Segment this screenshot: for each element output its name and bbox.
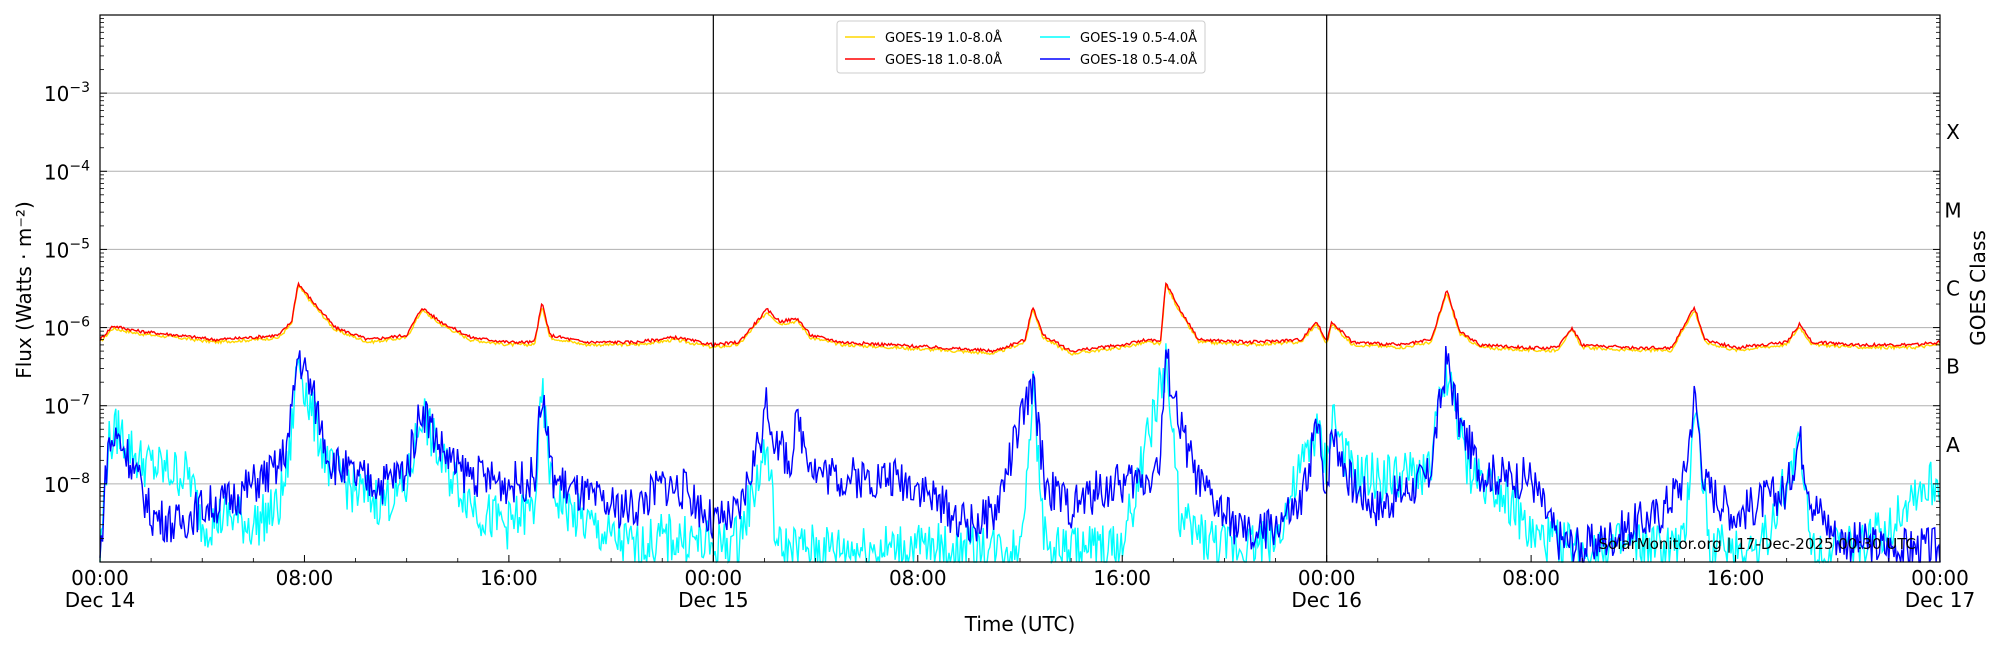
series-line [99,345,1941,563]
series-line [99,281,1941,354]
y-axis-label: Flux (Watts · m⁻²) [12,201,36,379]
legend-entry: GOES-18 1.0-8.0Å [885,52,1002,68]
goes-class-label: X [1946,120,1960,144]
x-tick-time: 08:00 [1502,566,1560,590]
legend-entry: GOES-19 0.5-4.0Å [1080,30,1197,46]
legend-entry: GOES-18 0.5-4.0Å [1080,52,1197,68]
right-axis-label: GOES Class [1966,230,1990,346]
y-tick-exponent: −8 [69,471,90,487]
y-tick-base: 10 [44,317,69,341]
goes-class-label: C [1946,277,1960,301]
y-tick-base: 10 [44,160,69,184]
goes-class-label: B [1946,355,1960,379]
x-tick-date: Dec 16 [1291,588,1362,612]
x-tick-time: 00:00 [1298,566,1356,590]
y-tick-base: 10 [44,473,69,497]
series-line [99,283,1941,356]
y-tick-exponent: −4 [69,158,90,174]
y-tick-exponent: −5 [69,236,90,252]
x-tick-time: 08:00 [276,566,334,590]
x-tick-time: 16:00 [1707,566,1765,590]
legend: GOES-19 1.0-8.0Å GOES-18 1.0-8.0Å GOES-19 … [836,20,1206,74]
grid-lines [100,92,1940,485]
series-line [99,343,1941,565]
y-tick-label: 10−5 [44,236,90,262]
x-axis-label: Time (UTC) [964,612,1076,636]
legend-box [836,20,1206,74]
goes-class-label: A [1946,433,1960,457]
x-tick-time: 00:00 [1911,566,1969,590]
y-tick-label: 10−6 [44,315,90,341]
x-tick-date: Dec 14 [65,588,136,612]
x-tick-time: 00:00 [685,566,743,590]
y-tick-exponent: −6 [69,315,90,331]
y-tick-label: 10−7 [44,393,90,419]
y-tick-exponent: −3 [69,80,90,96]
y-tick-base: 10 [44,238,69,262]
y-tick-label: 10−3 [44,80,90,106]
x-tick-time: 16:00 [480,566,538,590]
x-tick-time: 00:00 [71,566,129,590]
legend-entry: GOES-19 1.0-8.0Å [885,30,1002,46]
x-tick-date: Dec 17 [1905,588,1976,612]
x-tick-date: Dec 15 [678,588,749,612]
y-tick-exponent: −7 [69,393,90,409]
data-series [99,281,1941,565]
y-tick-base: 10 [44,82,69,106]
watermark-annotation: SolarMonitor.org | 17-Dec-2025 00:30 UTC [1599,535,1916,553]
x-tick-time: 08:00 [889,566,947,590]
y-tick-label: 10−4 [44,158,90,184]
y-tick-label: 10−8 [44,471,90,497]
goes-class-label: M [1944,198,1961,222]
y-tick-base: 10 [44,395,69,419]
goes-class-labels: X M C B A [1944,120,1961,457]
x-tick-time: 16:00 [1093,566,1151,590]
